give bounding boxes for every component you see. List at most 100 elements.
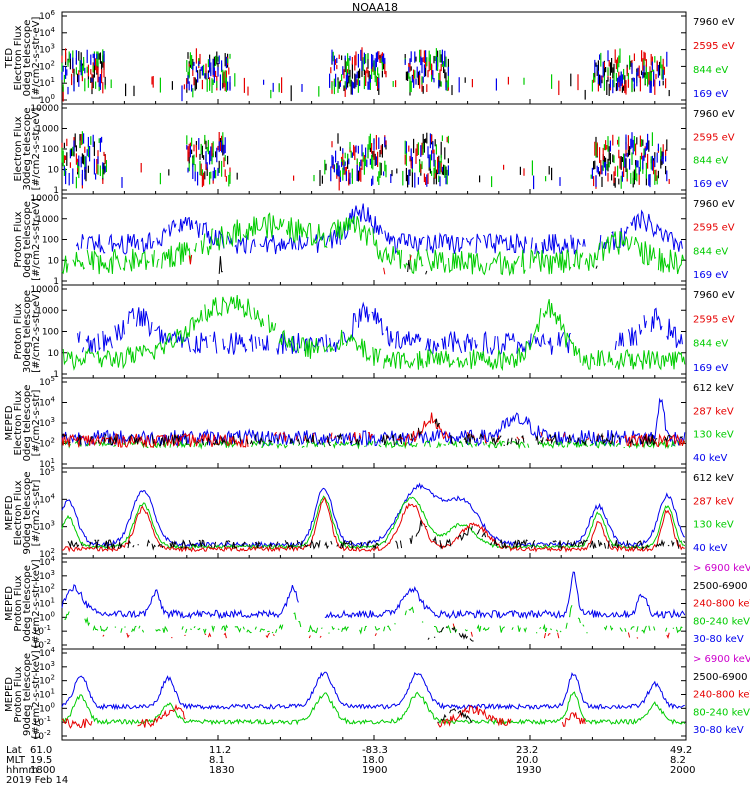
footer-tick-3: -83.3 18.0 1900 [362,746,388,776]
legend-entry: 7960 eV [693,17,735,28]
series-green [61,691,686,726]
y-tick-label: 10000 [30,285,59,295]
legend-entry: 844 eV [693,246,728,257]
legend-entry: 2595 eV [693,132,735,143]
y-axis-label: 90deg telescope [22,471,33,554]
y-tick-label: 10 [48,166,60,176]
footer-lat: -83.3 [362,745,388,756]
y-axis-label: 0deg telescope [22,565,33,642]
y-tick-label: 105 [39,465,55,478]
series-blue [61,482,686,548]
series-blue [61,671,685,711]
legend-entry: 844 eV [693,339,728,350]
y-tick-label: 1000 [36,215,59,225]
legend-entry: 80-240 keV [693,707,750,718]
y-axis-label: [#/cm2-s-str-keV] [31,559,42,647]
footer-label-mlt: MLT [6,755,25,766]
y-axis-label: [#/cm2-s-str-eV] [31,198,42,281]
legend-entry: 2595 eV [693,314,735,325]
series-line [67,520,686,551]
y-tick-label: 10-2 [33,729,51,742]
legend-entry: 844 eV [693,65,728,76]
y-tick-label: 1000 [36,306,59,316]
series-line [76,204,684,255]
y-tick-label: 10 [48,256,60,266]
footer-label-hhmm: hhmm [6,765,39,776]
y-tick-label: 102 [39,437,55,450]
panel-frame [61,377,687,469]
y-axis-label: 30deg telescope [22,290,33,373]
y-tick-label: 10-1 [33,715,51,728]
series-black [437,708,473,723]
panel-frame [61,648,687,741]
y-axis-label: Proton Flux [13,666,24,722]
series-blue [61,49,668,102]
y-tick-label: 101 [39,597,55,610]
footer-tick-1: 61.0 19.5 1800 [30,746,55,776]
y-tick-label: 10-2 [33,638,51,651]
y-tick-label: 102 [39,59,55,72]
series-blue [61,571,686,620]
y-axis-label: Electron Flux [13,25,24,90]
legend-entry: 2500-6900 [693,672,748,683]
series-line [437,708,473,723]
y-axis-label: MEPED [4,677,15,712]
y-tick-label: 106 [39,9,55,22]
legend-entry: 169 eV [693,179,728,190]
footer-lat: 61.0 [30,745,53,756]
y-axis-label: Electron Flux [13,480,24,545]
footer-lat: 49.2 [670,745,693,756]
y-tick-label: 10000 [30,194,59,204]
footer-lat: 23.2 [516,745,539,756]
series-red [61,703,586,729]
y-tick-label: 1000 [36,125,59,135]
y-axis-label: MEPED [4,405,15,440]
y-tick-label: 10000 [30,104,59,114]
footer-label-lat: Lat [6,745,22,756]
series-black [67,520,686,551]
legend-entry: 130 keV [693,520,734,531]
legend-entry: 612 keV [693,383,734,394]
footer-tick-2: 11.2 8.1 1830 [209,746,234,776]
series-line [61,703,586,729]
series-blue [76,204,684,255]
footer-hhmm: 1800 [30,765,56,776]
y-axis-label: [#/cm2-s-str-keV] [31,650,42,738]
y-axis-label: [#/cm2-s-str-eV] [31,108,42,191]
y-tick-label: 1 [53,186,59,196]
legend-entry: 612 keV [693,473,734,484]
series-line [61,212,685,277]
legend-entry: 2500-6900 [693,581,748,592]
y-tick-label: 100 [42,236,59,246]
series-line [62,294,686,372]
y-tick-label: 100 [42,328,59,338]
series-blue [61,397,686,448]
y-axis-label: 90deg telescope [22,653,33,736]
y-tick-label: 104 [39,492,55,505]
y-tick-label: 105 [39,375,55,388]
series-green [62,294,686,372]
y-axis-label: 0deg telescope [22,20,33,97]
legend-entry: 169 eV [693,363,728,374]
y-tick-label: 102 [39,547,55,560]
series-line [61,397,686,448]
y-axis-label: MEPED [4,495,15,530]
y-axis-label: Electron Flux [13,116,24,181]
series-blue [63,132,668,190]
footer-hhmm: 2000 [670,765,696,776]
y-axis-label: TED [4,48,15,69]
footer-hhmm: 1900 [362,765,388,776]
y-tick-label: 102 [39,674,55,687]
y-tick-label: 103 [39,416,55,429]
y-axis-label: Proton Flux [13,211,24,267]
legend-entry: 7960 eV [693,199,735,210]
y-tick-label: 103 [39,520,55,533]
footer-mlt: 19.5 [30,755,53,766]
y-tick-label: 102 [39,583,55,596]
footer-row-labels: Lat MLT hhmm [6,746,38,776]
legend-entry: 844 eV [693,156,728,167]
legend-entry: 40 keV [693,543,727,554]
